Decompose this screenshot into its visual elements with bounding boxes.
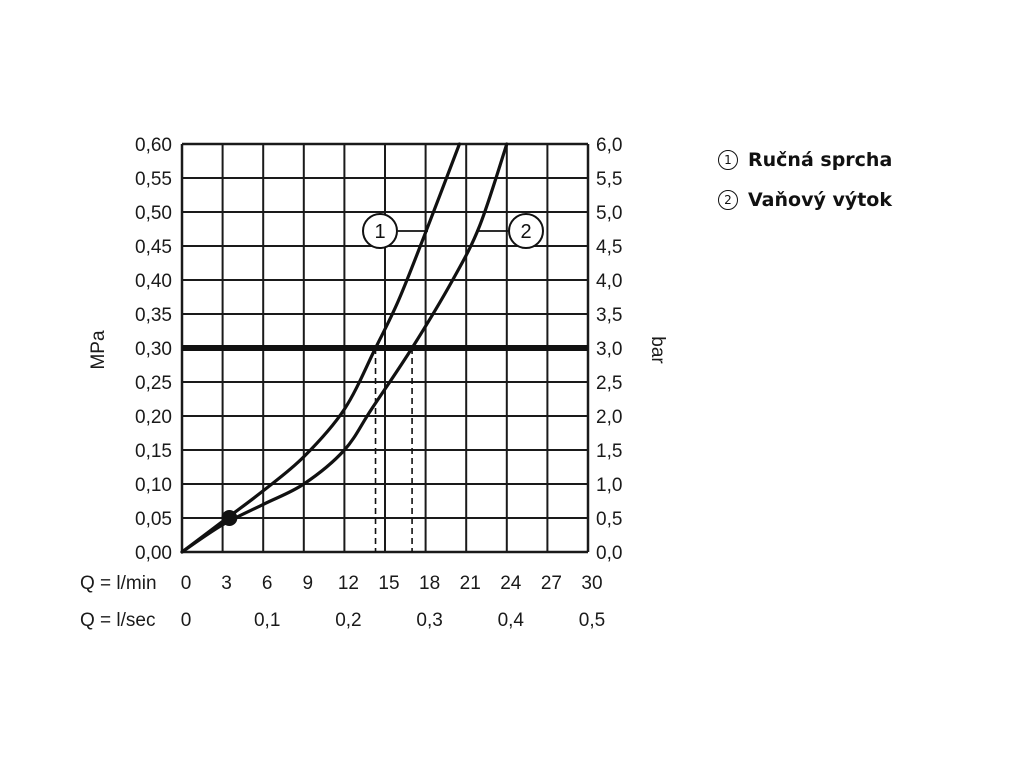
- bubble-label-1: 1: [374, 221, 385, 243]
- y-tick-right: 4,0: [596, 271, 622, 292]
- tick-labels: 0,000,050,100,150,200,250,300,350,400,45…: [135, 135, 622, 631]
- y-tick-right: 2,5: [596, 373, 622, 394]
- y-tick-right: 6,0: [596, 135, 622, 156]
- legend-item-1: 1 Ručná sprcha: [718, 140, 892, 180]
- y-tick-right: 1,5: [596, 441, 622, 462]
- marker-group: [221, 510, 238, 526]
- x-axis-lmin-label: Q = l/min: [80, 573, 157, 594]
- y-tick-right: 1,0: [596, 475, 622, 496]
- y-axis-left-label: MPa: [88, 330, 109, 370]
- x-tick-lmin: 24: [500, 573, 522, 594]
- x-tick-lsec: 0,4: [498, 610, 525, 631]
- y-tick-right: 0,0: [596, 543, 622, 564]
- x-tick-lmin: 27: [541, 573, 562, 594]
- y-tick-left: 0,40: [135, 271, 172, 292]
- x-tick-lsec: 0,3: [416, 610, 442, 631]
- x-tick-lsec: 0,1: [254, 610, 280, 631]
- x-tick-lmin: 12: [338, 573, 359, 594]
- x-tick-lsec: 0,2: [335, 610, 361, 631]
- legend-item-2: 2 Vaňový výtok: [718, 180, 892, 220]
- x-tick-lsec: 0,5: [579, 610, 605, 631]
- y-tick-left: 0,60: [135, 135, 172, 156]
- series-bubble-1: 1: [362, 213, 428, 249]
- x-tick-lmin: 0: [181, 573, 192, 594]
- y-tick-right: 5,0: [596, 203, 622, 224]
- marker-point: [221, 510, 238, 526]
- x-tick-lmin: 9: [303, 573, 314, 594]
- y-tick-right: 2,0: [596, 407, 622, 428]
- series-curves: [180, 142, 509, 554]
- x-tick-lmin: 15: [378, 573, 399, 594]
- y-tick-left: 0,30: [135, 339, 172, 360]
- x-tick-lmin: 30: [581, 573, 602, 594]
- series-curve-1: [180, 142, 462, 554]
- legend-label-2: Vaňový výtok: [748, 189, 892, 211]
- y-tick-left: 0,05: [135, 509, 172, 530]
- y-tick-left: 0,55: [135, 169, 172, 190]
- bubble-circle-1: [362, 213, 398, 249]
- x-tick-lmin: 3: [221, 573, 232, 594]
- y-tick-right: 0,5: [596, 509, 622, 530]
- x-axis-lsec-label: Q = l/sec: [80, 610, 156, 631]
- bubble-label-2: 2: [520, 221, 531, 243]
- y-tick-right: 4,5: [596, 237, 622, 258]
- x-tick-lsec: 0: [181, 610, 192, 631]
- y-tick-left: 0,50: [135, 203, 172, 224]
- legend-number-1: 1: [718, 150, 738, 170]
- y-tick-left: 0,35: [135, 305, 172, 326]
- y-tick-left: 0,00: [135, 543, 172, 564]
- legend: 1 Ručná sprcha 2 Vaňový výtok: [718, 140, 892, 220]
- y-tick-right: 5,5: [596, 169, 622, 190]
- drop-lines: [374, 348, 413, 552]
- legend-label-1: Ručná sprcha: [748, 149, 893, 171]
- bubble-circle-2: [508, 213, 544, 249]
- series-curve-2: [180, 142, 509, 554]
- x-tick-lmin: 21: [460, 573, 481, 594]
- y-tick-left: 0,45: [135, 237, 172, 258]
- x-tick-lmin: 18: [419, 573, 440, 594]
- y-tick-left: 0,25: [135, 373, 172, 394]
- y-tick-left: 0,20: [135, 407, 172, 428]
- y-tick-left: 0,15: [135, 441, 172, 462]
- y-tick-right: 3,5: [596, 305, 622, 326]
- series-bubble-2: 2: [476, 213, 544, 249]
- y-tick-left: 0,10: [135, 475, 172, 496]
- x-tick-lmin: 6: [262, 573, 273, 594]
- legend-number-2: 2: [718, 190, 738, 210]
- y-tick-right: 3,0: [596, 339, 622, 360]
- y-axis-right-label: bar: [647, 336, 668, 364]
